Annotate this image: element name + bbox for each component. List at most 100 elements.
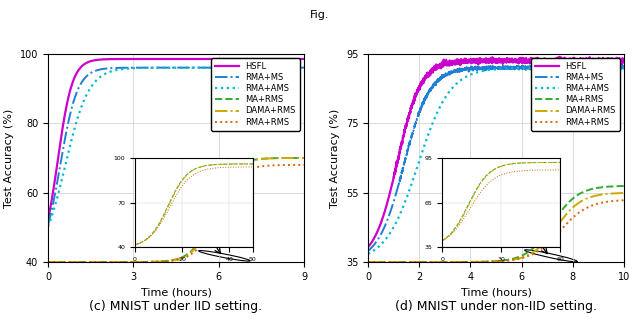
RMA+MS [620, 65, 628, 69]
HSFL [292, 57, 300, 61]
RMA+RMS [57, 260, 65, 264]
Y-axis label: Test Accuracy (%): Test Accuracy (%) [330, 108, 340, 208]
RMA+AMS [482, 69, 490, 73]
MA+RMS [620, 184, 628, 188]
RMA+AMS [364, 252, 372, 256]
HSFL [613, 60, 621, 65]
MA+RMS [612, 184, 620, 188]
DAMA+RMS [612, 191, 620, 195]
RMA+AMS [300, 66, 308, 70]
HSFL [620, 59, 628, 64]
Line: RMA+MS: RMA+MS [48, 68, 304, 225]
Text: Fig.: Fig. [310, 10, 330, 20]
HSFL [556, 55, 564, 59]
MA+RMS [57, 260, 65, 264]
MA+RMS [292, 156, 300, 160]
DAMA+RMS [162, 259, 170, 263]
Line: DAMA+RMS: DAMA+RMS [368, 193, 624, 262]
DAMA+RMS [57, 260, 65, 264]
MA+RMS [364, 260, 372, 264]
Line: RMA+RMS: RMA+RMS [48, 165, 304, 262]
RMA+MS [582, 64, 589, 68]
Line: RMA+RMS: RMA+RMS [368, 200, 624, 262]
RMA+RMS [620, 198, 628, 202]
RMA+MS [300, 66, 308, 70]
Y-axis label: Test Accuracy (%): Test Accuracy (%) [4, 108, 14, 208]
DAMA+RMS [620, 191, 628, 195]
DAMA+RMS [364, 260, 372, 264]
RMA+RMS [482, 260, 490, 264]
RMA+AMS [44, 224, 52, 228]
HSFL [364, 245, 372, 249]
RMA+MS [246, 66, 253, 70]
RMA+MS [364, 249, 372, 253]
DAMA+RMS [168, 258, 176, 262]
RMA+AMS [246, 66, 253, 70]
HSFL [482, 58, 490, 62]
RMA+AMS [168, 66, 176, 70]
RMA+RMS [246, 167, 253, 171]
Legend: HSFL, RMA+MS, RMA+AMS, MA+RMS, DAMA+RMS, RMA+RMS: HSFL, RMA+MS, RMA+AMS, MA+RMS, DAMA+RMS,… [211, 58, 300, 131]
MA+RMS [44, 260, 52, 264]
RMA+AMS [612, 66, 620, 70]
Legend: HSFL, RMA+MS, RMA+AMS, MA+RMS, DAMA+RMS, RMA+RMS: HSFL, RMA+MS, RMA+AMS, MA+RMS, DAMA+RMS,… [531, 58, 620, 131]
RMA+RMS [612, 199, 620, 203]
RMA+RMS [162, 259, 170, 263]
MA+RMS [162, 259, 170, 263]
RMA+AMS [292, 66, 300, 70]
HSFL [566, 60, 573, 64]
RMA+RMS [612, 199, 620, 203]
MA+RMS [300, 156, 308, 160]
RMA+MS [292, 66, 300, 70]
MA+RMS [566, 200, 573, 204]
HSFL [377, 220, 385, 224]
RMA+MS [162, 66, 170, 70]
RMA+RMS [292, 163, 300, 167]
Text: (d) MNIST under non-IID setting.: (d) MNIST under non-IID setting. [395, 300, 597, 312]
HSFL [162, 57, 170, 61]
MA+RMS [377, 260, 385, 264]
RMA+MS [612, 66, 620, 70]
DAMA+RMS [300, 156, 308, 160]
MA+RMS [292, 156, 300, 160]
RMA+AMS [612, 66, 620, 70]
HSFL [168, 57, 176, 61]
DAMA+RMS [246, 159, 253, 163]
RMA+RMS [168, 259, 176, 263]
DAMA+RMS [482, 260, 490, 264]
RMA+AMS [488, 68, 496, 72]
MA+RMS [246, 159, 253, 163]
RMA+RMS [300, 163, 308, 167]
DAMA+RMS [566, 209, 573, 213]
X-axis label: Time (hours): Time (hours) [461, 287, 531, 297]
HSFL [292, 57, 300, 61]
DAMA+RMS [44, 260, 52, 264]
RMA+MS [482, 65, 490, 69]
RMA+RMS [44, 260, 52, 264]
Line: DAMA+RMS: DAMA+RMS [48, 158, 304, 262]
DAMA+RMS [488, 260, 496, 264]
Line: RMA+AMS: RMA+AMS [48, 68, 304, 226]
RMA+RMS [364, 260, 372, 264]
RMA+AMS [377, 242, 385, 246]
Line: RMA+MS: RMA+MS [368, 66, 624, 251]
RMA+AMS [292, 66, 300, 70]
RMA+MS [613, 67, 621, 71]
RMA+RMS [488, 259, 496, 263]
RMA+RMS [377, 260, 385, 264]
MA+RMS [482, 260, 490, 264]
MA+RMS [488, 259, 496, 263]
RMA+RMS [292, 163, 300, 167]
HSFL [57, 136, 65, 140]
X-axis label: Time (hours): Time (hours) [141, 287, 211, 297]
MA+RMS [612, 184, 620, 188]
Text: (c) MNIST under IID setting.: (c) MNIST under IID setting. [90, 300, 262, 312]
RMA+MS [168, 66, 176, 70]
RMA+AMS [57, 181, 65, 185]
RMA+MS [566, 67, 573, 71]
DAMA+RMS [292, 156, 300, 160]
RMA+MS [44, 223, 52, 227]
MA+RMS [168, 258, 176, 262]
Line: MA+RMS: MA+RMS [368, 186, 624, 262]
Line: RMA+AMS: RMA+AMS [368, 68, 624, 254]
